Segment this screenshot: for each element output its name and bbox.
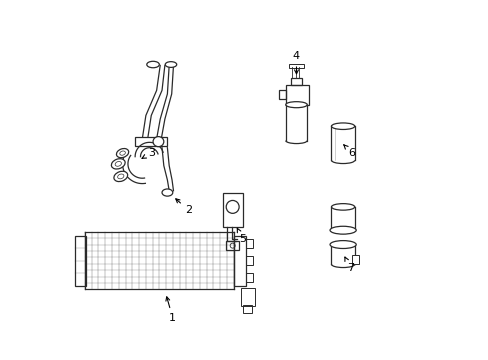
Ellipse shape [285, 102, 306, 108]
Ellipse shape [111, 159, 125, 169]
Bar [246, 273, 252, 282]
Ellipse shape [153, 136, 163, 147]
Bar [241, 288, 255, 306]
Text: 1: 1 [165, 297, 176, 323]
Bar [278, 90, 286, 99]
Bar [233, 235, 246, 286]
Ellipse shape [331, 123, 354, 130]
Bar [289, 64, 304, 68]
Ellipse shape [162, 189, 172, 196]
Bar [135, 137, 167, 146]
Ellipse shape [331, 241, 354, 248]
Ellipse shape [114, 171, 127, 181]
Text: 4: 4 [292, 51, 300, 74]
Ellipse shape [116, 149, 128, 158]
Bar [223, 193, 242, 226]
Bar [290, 78, 301, 85]
Text: 5: 5 [237, 228, 245, 244]
Ellipse shape [329, 226, 355, 234]
Bar [225, 241, 239, 250]
Text: 3: 3 [142, 148, 154, 158]
Bar [242, 305, 251, 313]
Bar [285, 85, 308, 105]
Ellipse shape [146, 61, 159, 68]
Ellipse shape [331, 204, 354, 210]
Bar [351, 255, 359, 264]
Bar [75, 235, 85, 286]
Text: 7: 7 [344, 257, 353, 273]
Ellipse shape [329, 240, 355, 248]
Text: 6: 6 [343, 145, 355, 158]
Bar [246, 256, 252, 265]
Bar [246, 239, 252, 248]
Ellipse shape [165, 62, 176, 67]
Text: 2: 2 [175, 199, 192, 216]
